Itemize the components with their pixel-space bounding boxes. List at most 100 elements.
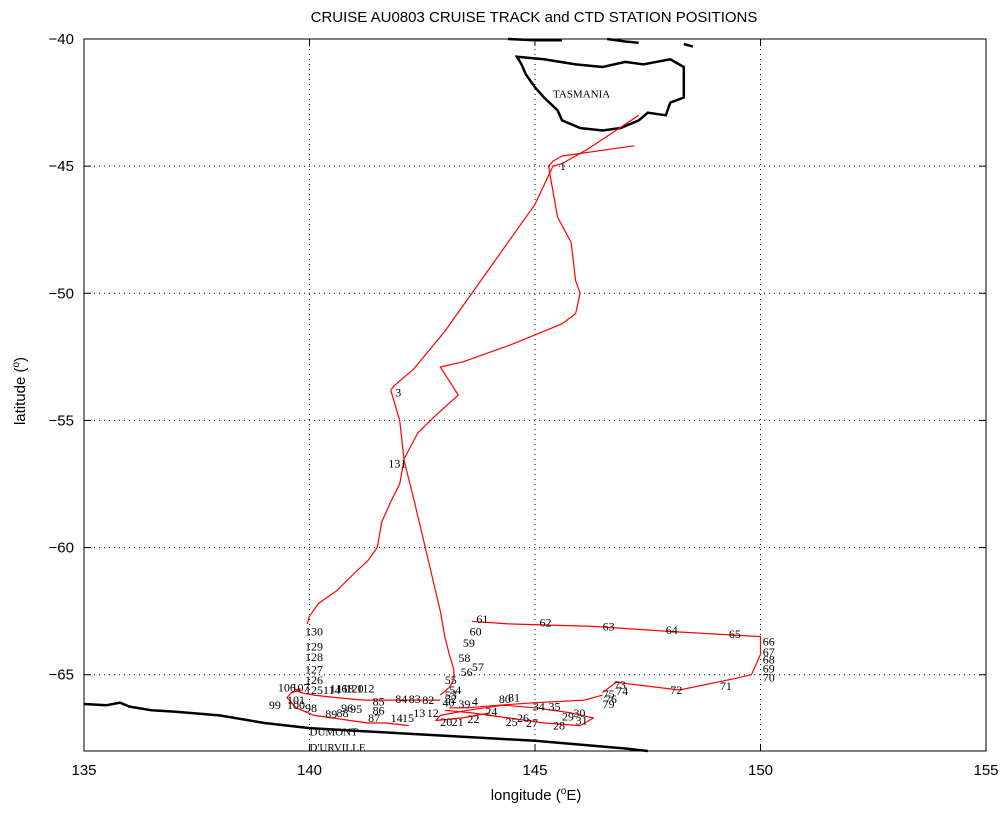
place-label: DUMONT	[310, 727, 359, 739]
station-label: 22	[467, 712, 479, 726]
station-label: 39	[458, 697, 470, 711]
station-label: 131	[388, 457, 406, 471]
y-tick-label: −50	[49, 285, 74, 302]
track-segment-outbound	[390, 114, 640, 391]
station-label: 100	[287, 698, 305, 712]
x-tick-label: 140	[297, 762, 322, 779]
chart-title: CRUISE AU0803 CRUISE TRACK and CTD STATI…	[311, 9, 758, 26]
station-label: 53	[445, 688, 457, 702]
station-label: 79	[603, 697, 615, 711]
station-label: 96	[341, 701, 353, 715]
station-label: 72	[670, 683, 682, 697]
y-tick-label: −60	[49, 540, 74, 557]
station-label: 125	[305, 683, 323, 697]
station-label: 40	[443, 696, 455, 710]
grid	[84, 39, 986, 751]
station-label: 65	[729, 627, 741, 641]
station-label: 13	[413, 706, 425, 720]
y-tick-label: −45	[49, 158, 74, 175]
station-label: 35	[549, 700, 561, 714]
track-segment-return	[306, 145, 635, 625]
station-label: 106	[278, 680, 296, 694]
x-tick-label: 135	[71, 762, 96, 779]
track-segment-shelf-east	[449, 694, 603, 709]
antarctic-coastline	[83, 701, 648, 753]
station-label: 73	[614, 678, 626, 692]
mainland-coastline	[607, 37, 639, 45]
station-label: 60	[470, 624, 482, 638]
station-label: 112	[357, 682, 375, 696]
station-label: 1	[560, 159, 566, 173]
station-label: 69	[763, 661, 775, 675]
station-label: 67	[763, 645, 775, 659]
station-label: 88	[337, 706, 349, 720]
station-label: 26	[517, 711, 529, 725]
station-label: 126	[305, 673, 323, 687]
station-label: 12	[427, 706, 439, 720]
station-label: 24	[485, 705, 497, 719]
station-label: 82	[422, 693, 434, 707]
station-label: 101	[287, 693, 305, 707]
station-label: 62	[540, 616, 552, 630]
station-label: 128	[305, 650, 323, 664]
station-label: 21	[452, 715, 464, 729]
place-label: D'URVILLE	[310, 742, 366, 754]
station-label: 52	[445, 692, 457, 706]
track-segment-to-shelf	[390, 389, 455, 696]
y-tick-label: −40	[49, 31, 74, 48]
station-label: 59	[463, 636, 475, 650]
track-segment-west-leg	[286, 689, 409, 727]
x-tick-label: 155	[973, 762, 998, 779]
station-label: 64	[666, 623, 678, 637]
station-label: 120	[346, 682, 364, 696]
station-label: 129	[305, 640, 323, 654]
station-label: 127	[305, 663, 323, 677]
station-label: 74	[616, 684, 628, 698]
station-label: 130	[305, 624, 323, 638]
station-label: 34	[533, 700, 545, 714]
station-label: 114	[323, 683, 341, 697]
station-label: 57	[472, 660, 484, 674]
station-label: 85	[373, 694, 385, 708]
station-label: 28	[553, 719, 565, 733]
station-label: 14	[391, 711, 403, 725]
station-label: 118	[337, 682, 355, 696]
track-segment-meridional	[471, 620, 762, 693]
y-axis-label: latitude (o)	[11, 357, 29, 425]
axis-ticks: 135 140 145 150 155−40−45−50−55−60−65	[49, 31, 999, 779]
station-label: 87	[368, 711, 380, 725]
station-label: 99	[269, 698, 281, 712]
coastlines	[83, 37, 694, 753]
station-label: 71	[720, 679, 732, 693]
station-label: 58	[458, 651, 470, 665]
station-label: 98	[305, 701, 317, 715]
station-label: 20	[440, 715, 452, 729]
station-label: 4	[472, 694, 478, 708]
tasmania-coastline	[514, 55, 686, 132]
station-label: 66	[763, 635, 775, 649]
station-label: 84	[395, 692, 407, 706]
station-label: 83	[409, 692, 421, 706]
y-tick-label: −65	[49, 667, 74, 684]
x-tick-label: 150	[748, 762, 773, 779]
station-label: 107	[291, 680, 309, 694]
station-label: 54	[449, 683, 461, 697]
station-label: 29	[562, 710, 574, 724]
track-segment-shelf-zigzag	[435, 704, 595, 727]
station-label: 81	[508, 691, 520, 705]
cruise-track	[286, 114, 762, 727]
mainland-coastline	[683, 42, 694, 48]
station-label: 75	[603, 687, 615, 701]
station-label: 116	[330, 682, 348, 696]
station-label: 95	[350, 702, 362, 716]
station-label: 56	[461, 665, 473, 679]
y-tick-label: −55	[49, 412, 74, 429]
station-label: 76	[605, 692, 617, 706]
station-label: 61	[476, 612, 488, 626]
station-label: 68	[763, 652, 775, 666]
station-label: 31	[576, 713, 588, 727]
x-tick-label: 145	[522, 762, 547, 779]
